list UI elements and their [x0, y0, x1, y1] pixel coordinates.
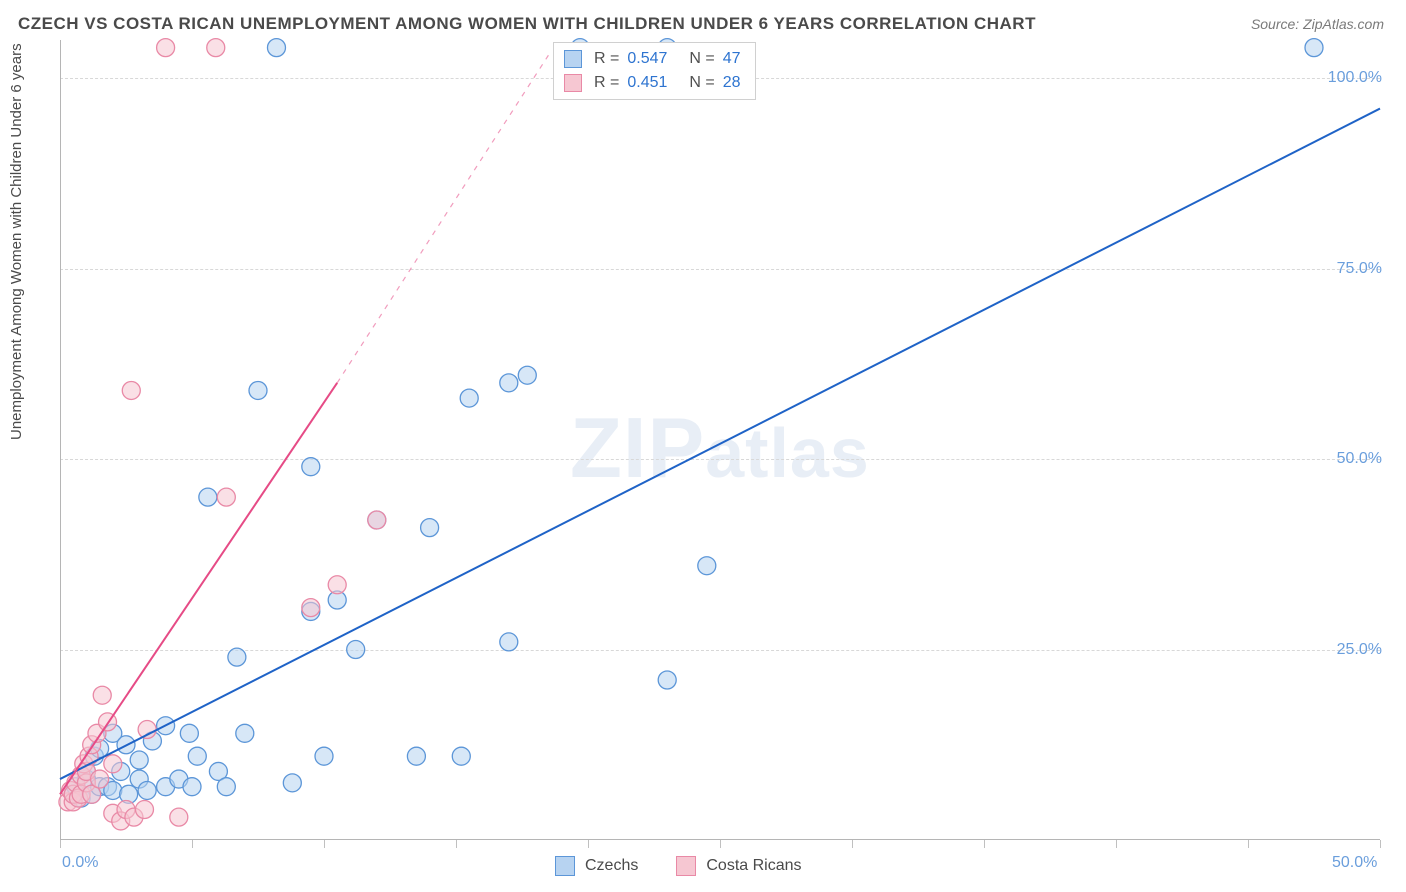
- scatter-point: [698, 557, 716, 575]
- scatter-point: [302, 599, 320, 617]
- scatter-point: [199, 488, 217, 506]
- scatter-point: [207, 39, 225, 57]
- x-tick: [852, 840, 853, 848]
- scatter-point: [283, 774, 301, 792]
- scatter-point: [500, 374, 518, 392]
- scatter-point: [1305, 39, 1323, 57]
- scatter-point: [500, 633, 518, 651]
- x-tick: [1248, 840, 1249, 848]
- scatter-point: [658, 671, 676, 689]
- legend-stats: R = 0.547 N = 47 R = 0.451 N = 28: [553, 42, 756, 100]
- scatter-point: [460, 389, 478, 407]
- x-tick: [60, 840, 61, 848]
- scatter-point: [138, 781, 156, 799]
- stat-r-label: R =: [594, 74, 619, 92]
- scatter-point: [130, 751, 148, 769]
- x-tick: [192, 840, 193, 848]
- legend-swatch-czechs: [564, 50, 582, 68]
- legend-swatch-costaricans: [564, 74, 582, 92]
- scatter-point: [452, 747, 470, 765]
- scatter-point: [183, 778, 201, 796]
- scatter-point: [104, 755, 122, 773]
- trend-line: [60, 109, 1380, 779]
- scatter-point: [347, 641, 365, 659]
- legend-item-czechs: Czechs: [555, 856, 638, 876]
- scatter-point: [180, 724, 198, 742]
- scatter-point: [170, 808, 188, 826]
- stat-r-value-czechs: 0.547: [627, 50, 667, 68]
- legend-label-czechs: Czechs: [585, 857, 638, 875]
- scatter-point: [407, 747, 425, 765]
- scatter-point: [302, 458, 320, 476]
- scatter-point: [228, 648, 246, 666]
- x-tick-label: 50.0%: [1332, 854, 1377, 872]
- x-tick: [1116, 840, 1117, 848]
- x-tick: [984, 840, 985, 848]
- scatter-point: [315, 747, 333, 765]
- legend-label-costaricans: Costa Ricans: [706, 857, 801, 875]
- chart-title: CZECH VS COSTA RICAN UNEMPLOYMENT AMONG …: [18, 14, 1036, 34]
- scatter-point: [135, 801, 153, 819]
- stat-r-label: R =: [594, 50, 619, 68]
- scatter-point: [368, 511, 386, 529]
- legend-stats-row-czechs: R = 0.547 N = 47: [564, 47, 741, 71]
- legend-item-costaricans: Costa Ricans: [676, 856, 801, 876]
- scatter-point: [91, 770, 109, 788]
- scatter-point: [217, 488, 235, 506]
- legend-swatch-costaricans: [676, 856, 696, 876]
- scatter-point: [122, 381, 140, 399]
- x-tick: [720, 840, 721, 848]
- legend-series: Czechs Costa Ricans: [555, 856, 802, 876]
- scatter-point: [217, 778, 235, 796]
- stat-n-value-czechs: 47: [723, 50, 741, 68]
- plot-svg: [60, 40, 1380, 840]
- correlation-chart: CZECH VS COSTA RICAN UNEMPLOYMENT AMONG …: [0, 0, 1406, 892]
- legend-stats-row-costaricans: R = 0.451 N = 28: [564, 71, 741, 95]
- x-tick: [588, 840, 589, 848]
- x-tick: [1380, 840, 1381, 848]
- x-tick: [324, 840, 325, 848]
- trend-line-extrapolated: [337, 55, 548, 383]
- stat-n-label: N =: [689, 74, 714, 92]
- scatter-point: [328, 576, 346, 594]
- stat-n-value-costaricans: 28: [723, 74, 741, 92]
- scatter-point: [518, 366, 536, 384]
- scatter-point: [249, 381, 267, 399]
- legend-swatch-czechs: [555, 856, 575, 876]
- scatter-point: [188, 747, 206, 765]
- scatter-point: [267, 39, 285, 57]
- stat-n-label: N =: [689, 50, 714, 68]
- y-axis-label: Unemployment Among Women with Children U…: [8, 43, 25, 440]
- stat-r-value-costaricans: 0.451: [627, 74, 667, 92]
- chart-source: Source: ZipAtlas.com: [1251, 16, 1384, 32]
- scatter-point: [157, 39, 175, 57]
- scatter-point: [93, 686, 111, 704]
- scatter-point: [236, 724, 254, 742]
- x-tick-label: 0.0%: [62, 854, 98, 872]
- scatter-point: [421, 519, 439, 537]
- x-tick: [456, 840, 457, 848]
